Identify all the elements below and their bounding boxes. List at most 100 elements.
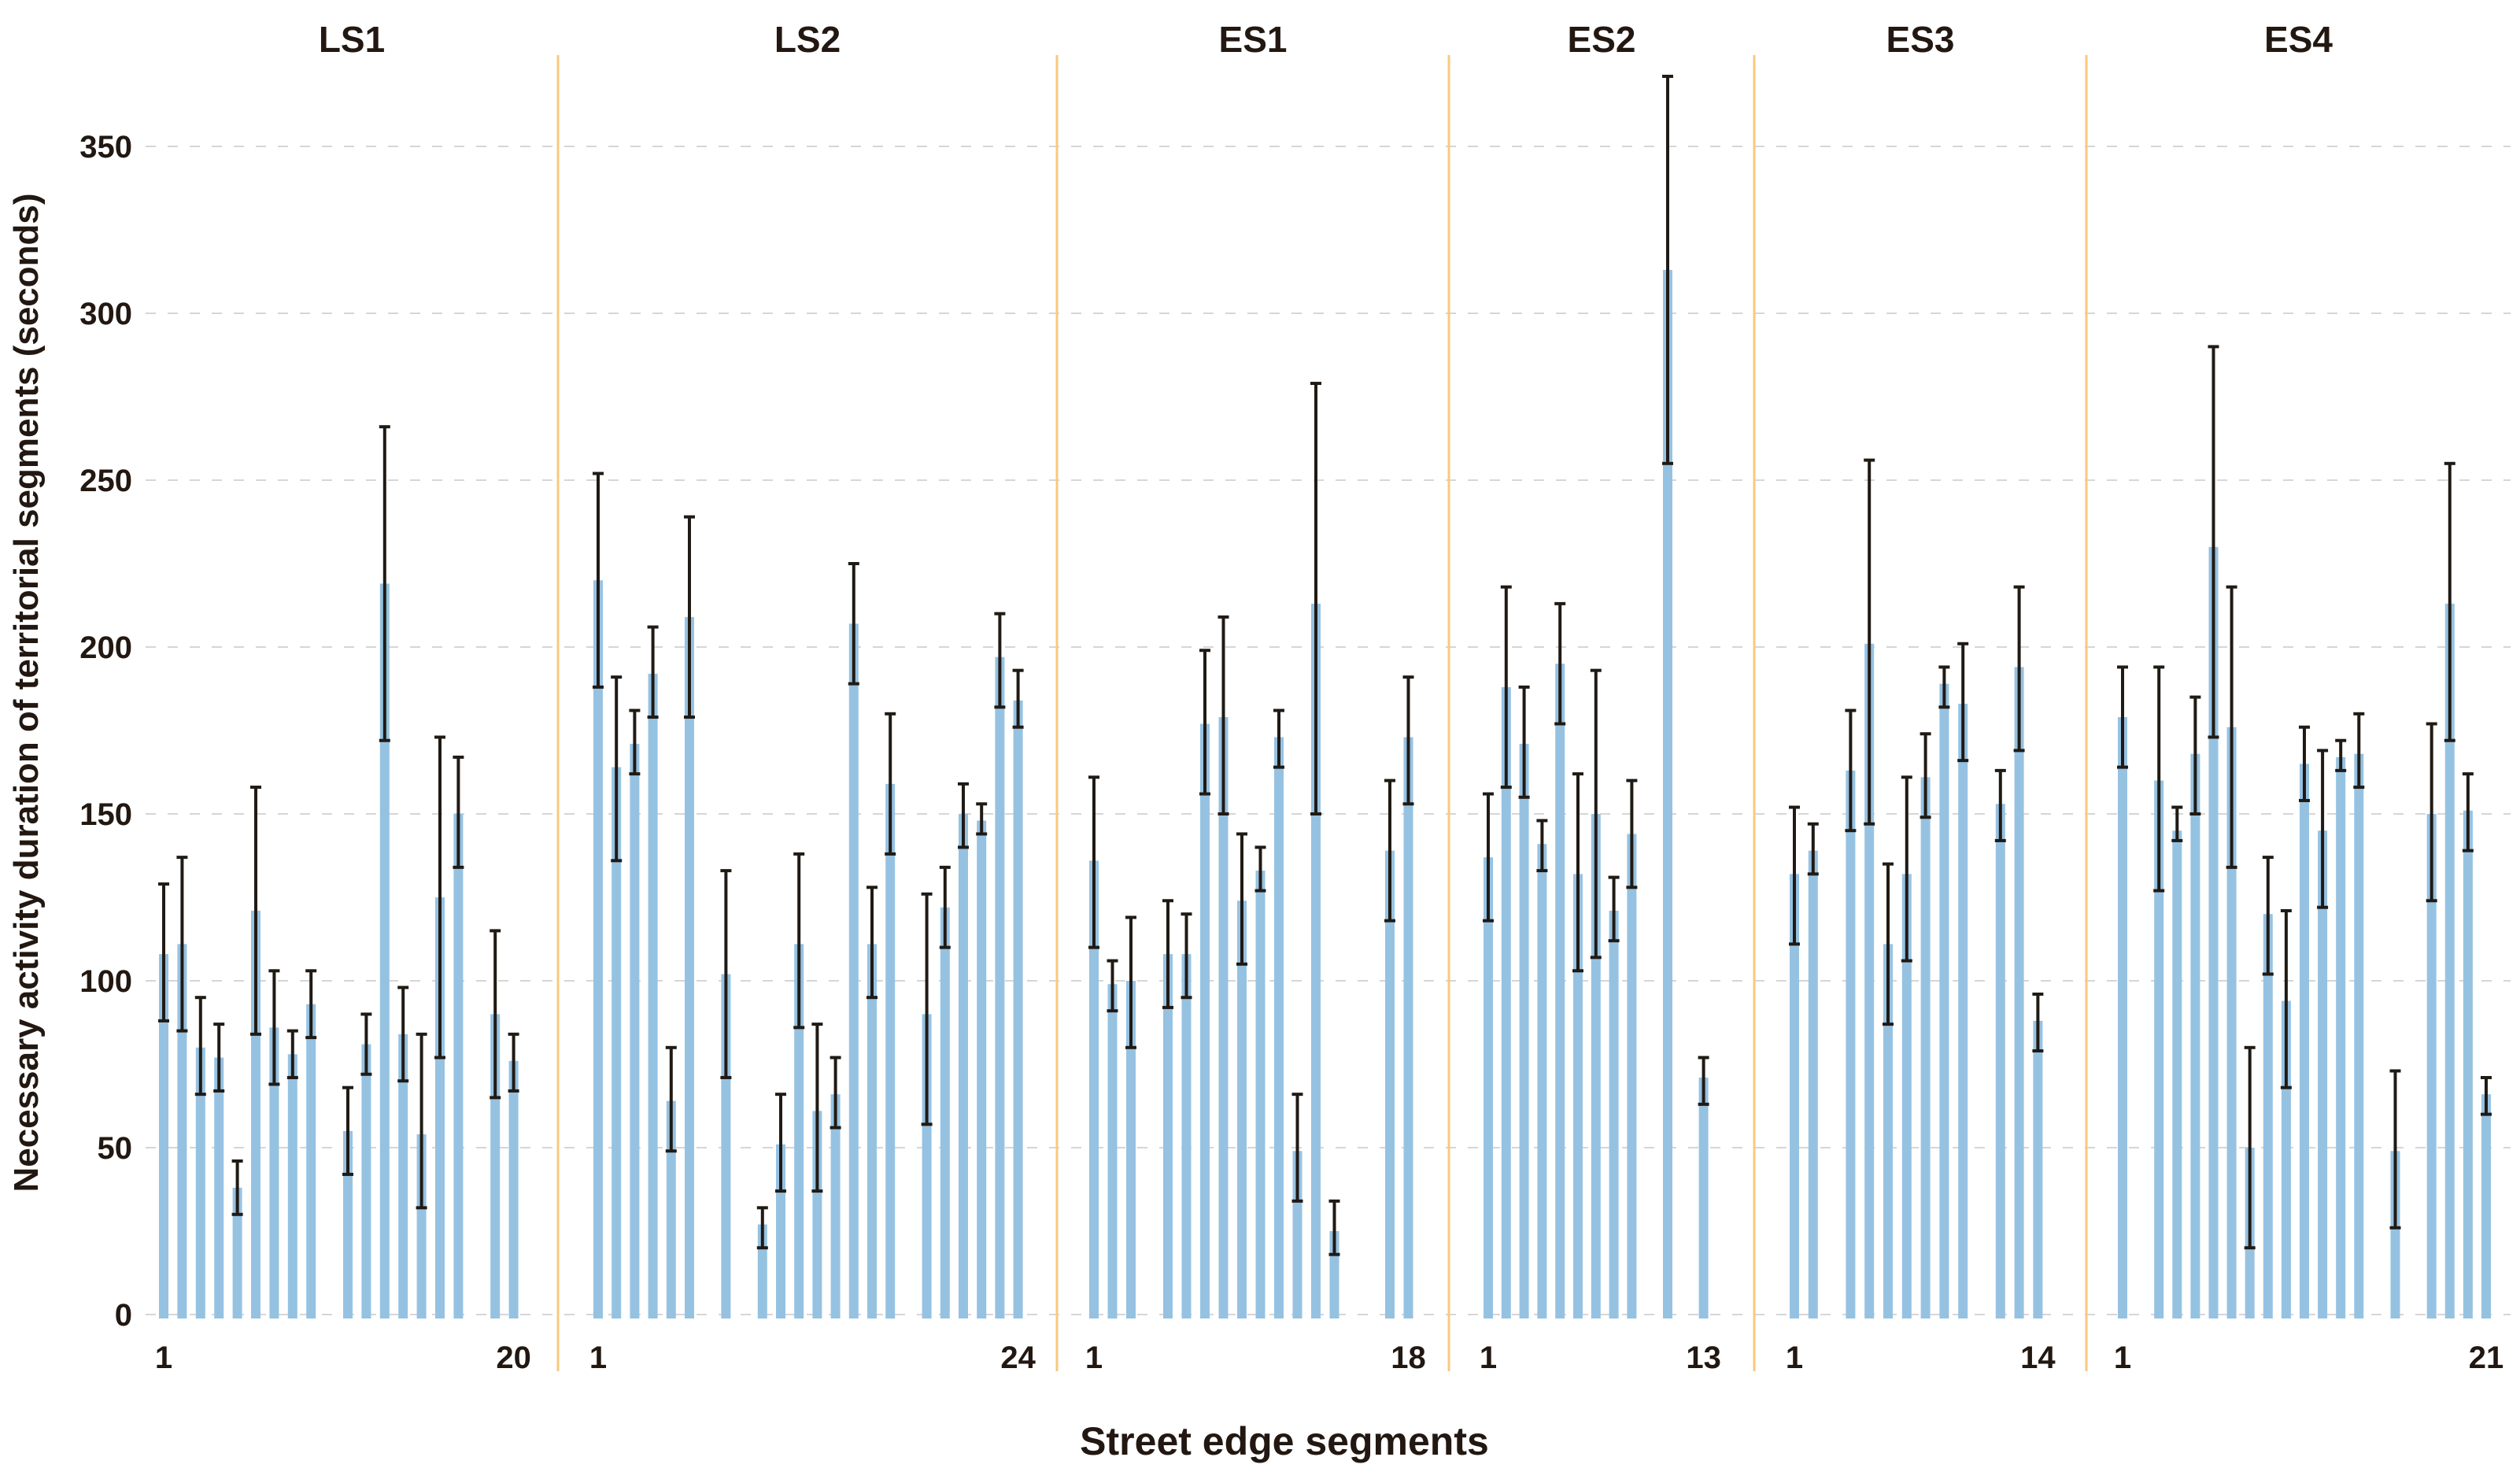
bar xyxy=(361,1044,371,1318)
bar xyxy=(2208,546,2219,1318)
bar xyxy=(508,1060,519,1318)
bar xyxy=(1089,860,1099,1318)
bar xyxy=(2336,756,2346,1318)
bar xyxy=(2390,1151,2400,1318)
bar xyxy=(1808,850,1818,1318)
bar xyxy=(2190,753,2200,1318)
bar xyxy=(306,1004,316,1318)
bar xyxy=(2172,830,2182,1318)
bar xyxy=(2014,667,2024,1318)
bar xyxy=(2226,727,2237,1318)
bar xyxy=(1237,901,1247,1318)
bar xyxy=(630,743,640,1318)
y-tick-label: 100 xyxy=(79,964,132,999)
x-tick-label: 1 xyxy=(2114,1341,2131,1375)
bar xyxy=(1385,850,1395,1318)
bar xyxy=(848,623,859,1318)
bar xyxy=(232,1187,242,1318)
bar xyxy=(648,673,658,1318)
bar xyxy=(685,616,694,1318)
bar xyxy=(490,1014,501,1318)
y-tick-label: 50 xyxy=(98,1131,133,1166)
panel-title: LS1 xyxy=(319,19,385,60)
bar xyxy=(1663,269,1672,1318)
y-tick-label: 350 xyxy=(79,130,132,165)
bar xyxy=(1901,874,1912,1318)
bar xyxy=(2263,914,2273,1318)
bar xyxy=(2154,780,2164,1318)
x-tick-label: 1 xyxy=(589,1341,607,1375)
bar xyxy=(1255,871,1266,1318)
bar xyxy=(1519,743,1529,1318)
bar xyxy=(1274,737,1284,1318)
bar xyxy=(1573,874,1583,1318)
bar xyxy=(398,1034,408,1318)
panel-title: LS2 xyxy=(774,19,841,60)
bar xyxy=(287,1054,297,1318)
bar xyxy=(2426,814,2437,1318)
bar xyxy=(1883,944,1893,1318)
bar xyxy=(1790,874,1799,1318)
x-tick-label: 14 xyxy=(2020,1341,2056,1375)
bar xyxy=(1864,643,1875,1318)
bar xyxy=(1181,954,1192,1318)
bar xyxy=(2300,764,2309,1318)
bar xyxy=(1013,700,1023,1318)
bar xyxy=(794,944,804,1318)
bar xyxy=(195,1047,205,1318)
x-tick-label: 1 xyxy=(155,1341,172,1375)
bar xyxy=(922,1014,932,1318)
bar xyxy=(1698,1077,1709,1318)
bar xyxy=(867,944,877,1318)
bar xyxy=(1591,814,1601,1318)
bar xyxy=(1939,683,1949,1318)
x-tick-label: 1 xyxy=(1480,1341,1497,1375)
x-tick-label: 24 xyxy=(1000,1341,1036,1375)
bar xyxy=(1537,844,1547,1318)
panel-title: ES1 xyxy=(1219,19,1288,60)
bar xyxy=(1163,954,1173,1318)
bar xyxy=(940,907,950,1318)
bar xyxy=(959,814,968,1318)
bar xyxy=(666,1100,676,1318)
bar xyxy=(2281,1000,2291,1318)
bar xyxy=(435,897,445,1318)
bar xyxy=(2118,717,2127,1318)
panel-title: ES2 xyxy=(1568,19,1636,60)
bar xyxy=(2444,603,2455,1318)
bar xyxy=(1403,737,1413,1318)
bar xyxy=(1609,910,1619,1318)
bar xyxy=(177,944,187,1318)
bar xyxy=(2318,830,2328,1318)
y-tick-label: 200 xyxy=(79,631,132,665)
bar xyxy=(214,1057,224,1318)
bar xyxy=(812,1111,822,1318)
bar xyxy=(416,1134,427,1318)
panel-title: ES4 xyxy=(2264,19,2333,60)
bar xyxy=(453,814,464,1318)
x-tick-label: 13 xyxy=(1686,1341,1721,1375)
bar xyxy=(1292,1151,1302,1318)
bar xyxy=(2481,1094,2491,1318)
bar xyxy=(1200,723,1210,1318)
x-tick-label: 1 xyxy=(1786,1341,1803,1375)
y-tick-label: 250 xyxy=(79,464,132,498)
bar xyxy=(2354,753,2364,1318)
bar xyxy=(885,783,896,1318)
bar xyxy=(2033,1020,2043,1318)
bar xyxy=(593,580,603,1318)
bar xyxy=(1920,777,1931,1318)
panel-title: ES3 xyxy=(1886,19,1955,60)
y-tick-label: 0 xyxy=(115,1298,132,1333)
bar xyxy=(1218,717,1229,1318)
y-tick-label: 150 xyxy=(79,797,132,832)
bar xyxy=(830,1094,841,1318)
bar xyxy=(251,910,260,1318)
bar xyxy=(1484,857,1493,1318)
bar xyxy=(1126,981,1136,1318)
bar xyxy=(2463,810,2473,1318)
bar xyxy=(977,820,987,1318)
bar xyxy=(1107,984,1118,1318)
bar xyxy=(1846,770,1856,1318)
